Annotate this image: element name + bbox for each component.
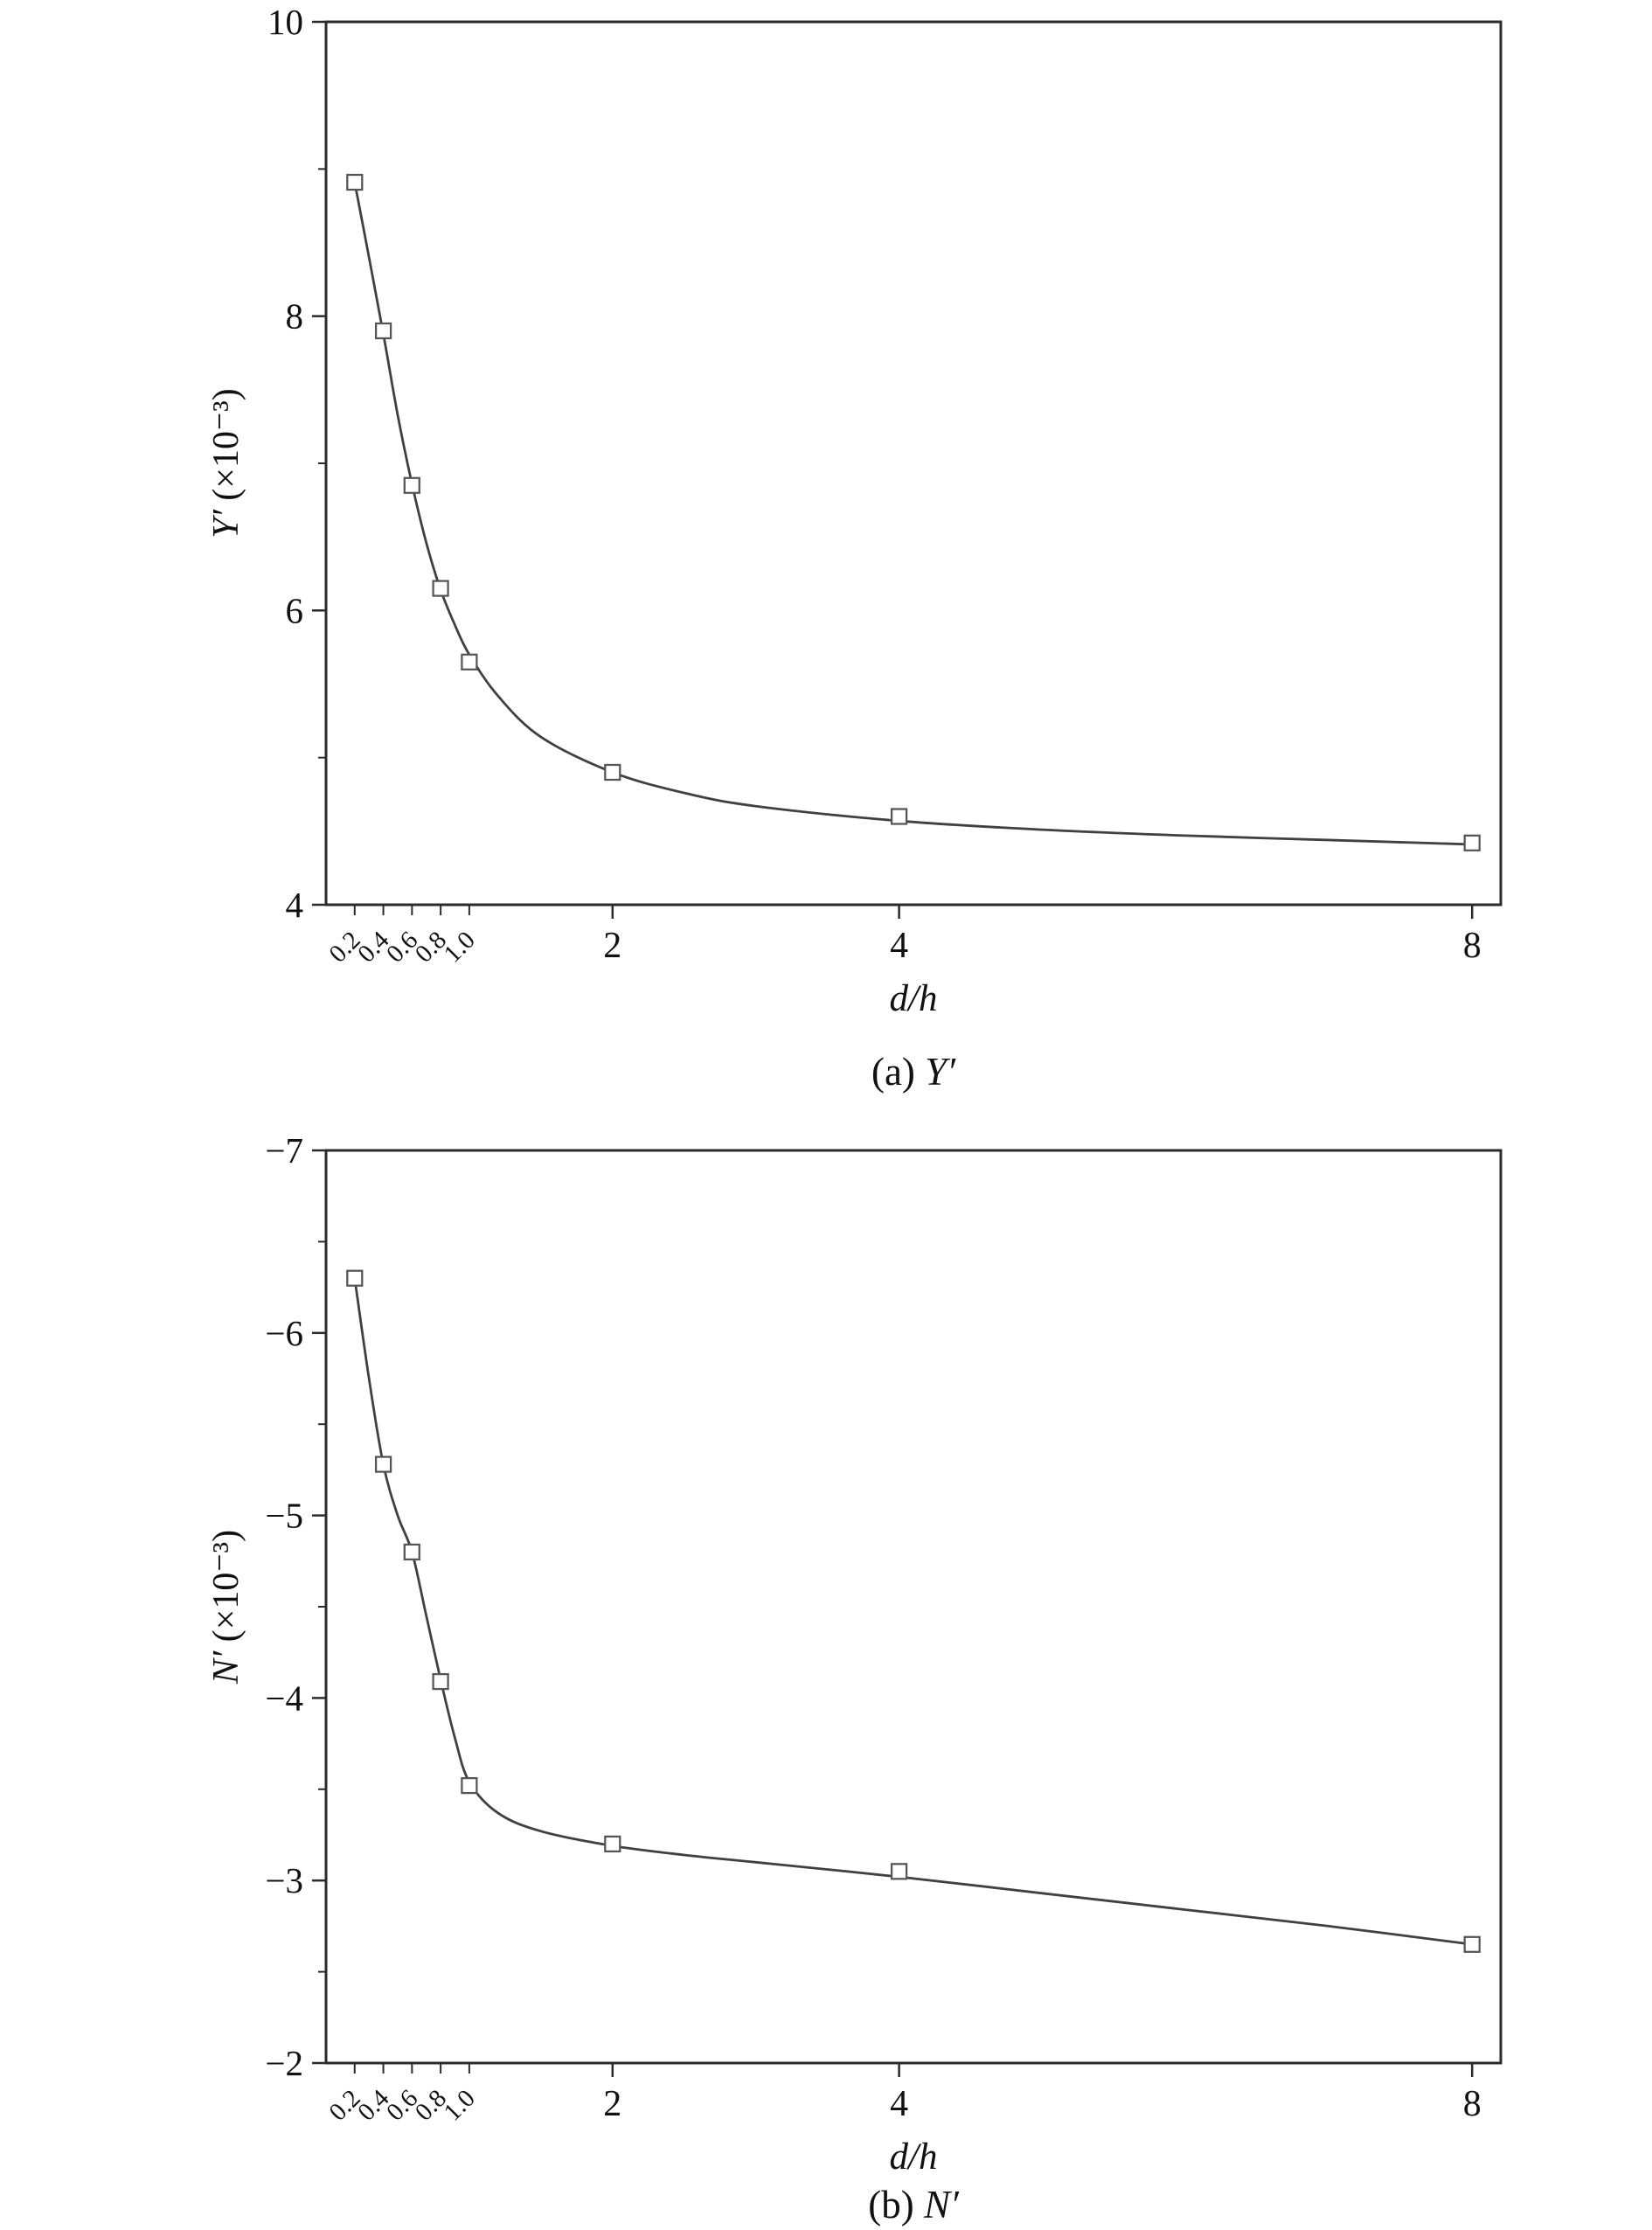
y-tick-label: 4: [286, 885, 304, 925]
x-axis-title-b: d/h: [889, 2136, 938, 2178]
caption-a-prefix: (a): [871, 1050, 926, 1094]
x-small-tick-label: 1.0: [439, 926, 481, 968]
data-point-marker: [890, 1863, 908, 1880]
data-point-marker: [374, 1455, 392, 1473]
data-point-marker: [346, 1269, 364, 1287]
fit-curve: [353, 1277, 1473, 1946]
caption-b-prefix: (b): [868, 2183, 924, 2227]
data-point-marker: [890, 808, 908, 825]
y-tick-label: −2: [265, 2043, 303, 2083]
caption-b-variable: N′: [923, 2183, 959, 2227]
data-point-marker: [432, 580, 449, 597]
plot-border: [324, 20, 1503, 907]
data-point-marker: [604, 1835, 621, 1853]
fit-curve: [353, 182, 1473, 846]
x-tick-label: 2: [603, 2084, 621, 2124]
x-small-tick-label: 1.0: [439, 2084, 481, 2126]
data-point-marker: [374, 322, 392, 340]
y-axis-variable-b: N′: [206, 1650, 246, 1685]
data-point-marker: [461, 1776, 478, 1795]
data-point-marker: [604, 763, 621, 782]
data-point-marker: [403, 476, 420, 494]
y-tick-label: 10: [267, 2, 303, 42]
y-axis-unit-b: (×10⁻³): [206, 1529, 246, 1651]
x-tick-label: 8: [1463, 2084, 1482, 2124]
caption-a-variable: Y′: [925, 1050, 956, 1094]
y-tick-label: −4: [265, 1678, 303, 1718]
data-point-marker: [1463, 834, 1481, 851]
y-tick-label: 6: [286, 590, 304, 630]
y-tick-label: −5: [265, 1496, 303, 1536]
y-tick-label: 8: [286, 296, 304, 337]
y-tick-label: −3: [265, 1860, 303, 1900]
y-tick-label: −7: [265, 1130, 303, 1171]
caption-b: (b) N′: [868, 2182, 959, 2227]
y-axis-title-a: Y′ (×10⁻³): [204, 388, 247, 538]
data-point-marker: [346, 173, 364, 191]
y-axis-variable-a: Y′: [206, 510, 246, 538]
x-tick-label: 8: [1463, 926, 1482, 966]
y-axis-unit-a: (×10⁻³): [206, 388, 246, 511]
data-point-marker: [1463, 1935, 1481, 1953]
x-tick-label: 2: [603, 926, 621, 966]
x-axis-title-a: d/h: [889, 978, 938, 1019]
y-axis-title-b: N′ (×10⁻³): [204, 1530, 247, 1684]
x-tick-label: 4: [890, 2084, 908, 2124]
x-tick-label: 4: [890, 926, 908, 966]
data-point-marker: [432, 1672, 449, 1691]
y-tick-label: −6: [265, 1313, 303, 1353]
caption-a: (a) Y′: [871, 1049, 955, 1094]
data-point-marker: [403, 1543, 420, 1561]
data-point-marker: [461, 653, 478, 670]
